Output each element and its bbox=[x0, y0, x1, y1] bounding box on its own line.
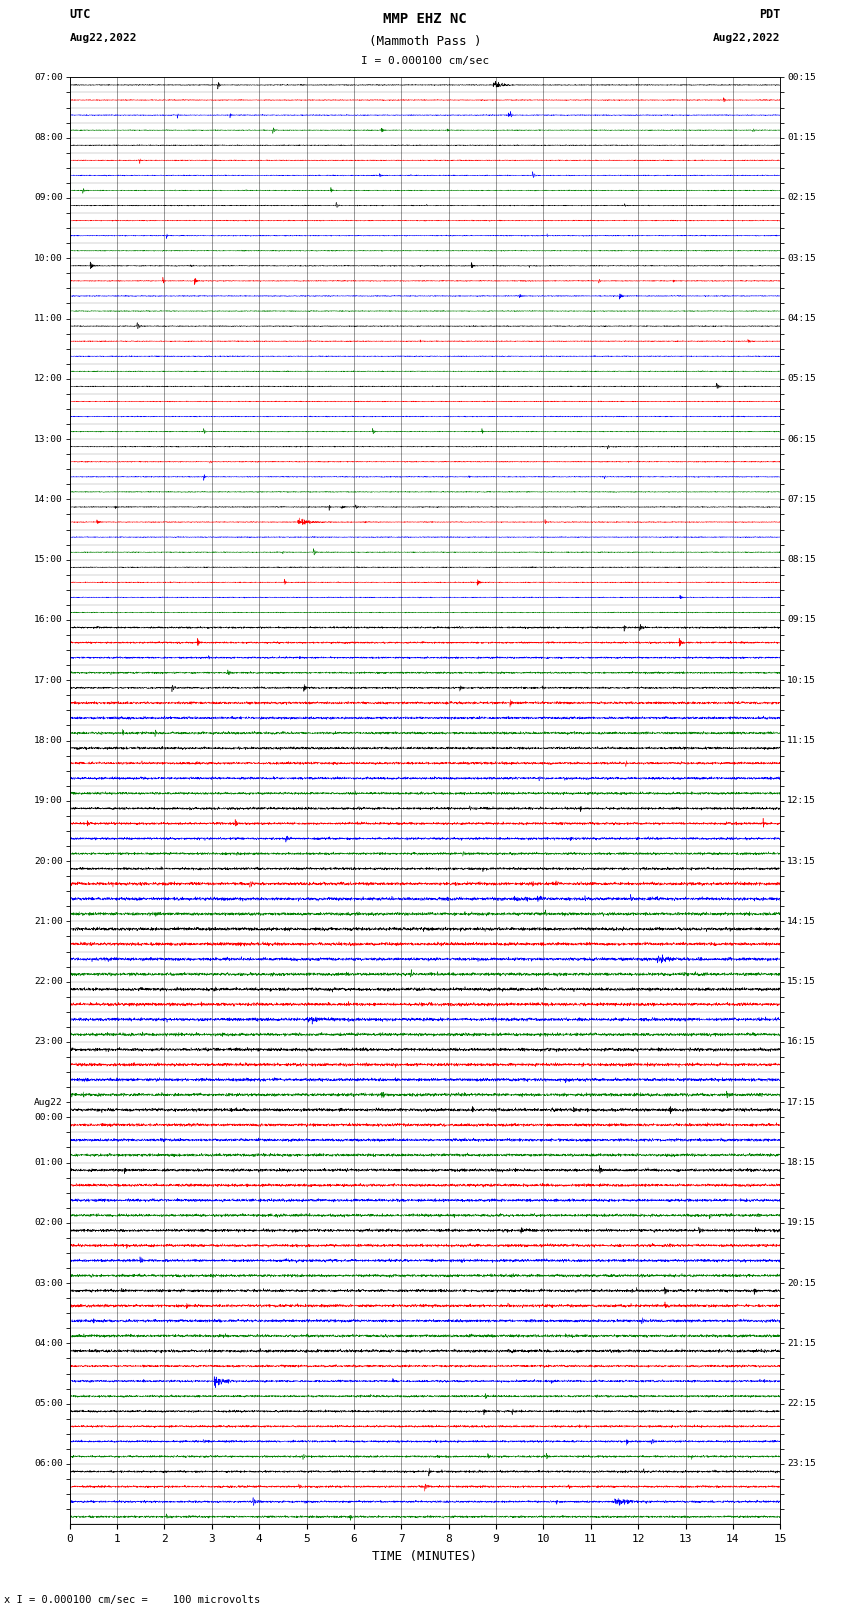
Text: UTC: UTC bbox=[70, 8, 91, 21]
Text: PDT: PDT bbox=[759, 8, 780, 21]
Text: Aug22,2022: Aug22,2022 bbox=[713, 32, 780, 42]
X-axis label: TIME (MINUTES): TIME (MINUTES) bbox=[372, 1550, 478, 1563]
Text: Aug22,2022: Aug22,2022 bbox=[70, 32, 137, 42]
Text: MMP EHZ NC: MMP EHZ NC bbox=[383, 11, 467, 26]
Text: (Mammoth Pass ): (Mammoth Pass ) bbox=[369, 35, 481, 48]
Text: x I = 0.000100 cm/sec =    100 microvolts: x I = 0.000100 cm/sec = 100 microvolts bbox=[4, 1595, 260, 1605]
Text: I = 0.000100 cm/sec: I = 0.000100 cm/sec bbox=[361, 56, 489, 66]
